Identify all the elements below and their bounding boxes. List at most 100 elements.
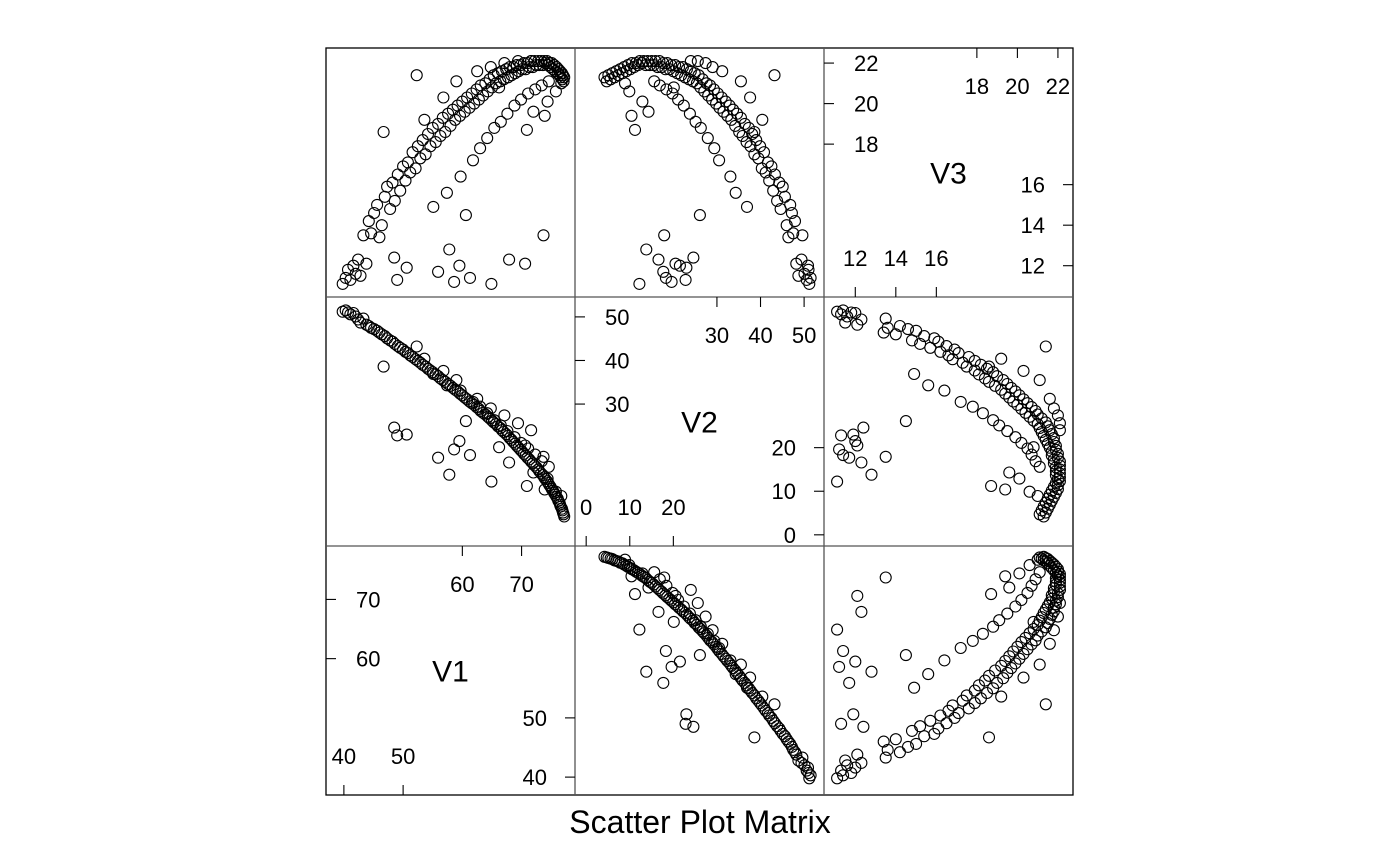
data-point <box>1051 610 1064 623</box>
data-point <box>1023 559 1036 572</box>
tick-label: 30 <box>605 392 629 417</box>
data-point <box>360 257 373 270</box>
data-point <box>1019 406 1032 419</box>
data-point <box>453 259 466 272</box>
data-point <box>792 269 805 282</box>
data-point <box>835 308 848 321</box>
data-point <box>837 449 850 462</box>
data-point <box>999 387 1012 400</box>
data-point <box>418 113 431 126</box>
tick-label: 70 <box>509 572 533 597</box>
data-point <box>729 119 742 132</box>
data-point <box>666 586 679 599</box>
data-point <box>833 660 846 673</box>
data-point <box>946 699 959 712</box>
data-point <box>659 271 672 284</box>
data-point <box>693 209 706 222</box>
data-point <box>1031 408 1044 421</box>
data-point <box>976 407 989 420</box>
data-point <box>511 417 525 430</box>
data-point <box>538 483 551 496</box>
data-point <box>849 761 862 774</box>
tick-label: 0 <box>580 495 592 520</box>
data-point <box>679 717 692 730</box>
data-point <box>889 328 902 341</box>
data-point <box>556 69 570 82</box>
data-point <box>744 671 757 684</box>
data-point <box>1051 563 1064 576</box>
tick-label: 10 <box>618 495 642 520</box>
data-point <box>347 306 360 320</box>
data-point <box>700 77 713 90</box>
data-point <box>1053 424 1066 437</box>
data-point <box>371 198 384 211</box>
data-point <box>1033 614 1046 627</box>
data-point <box>687 251 700 264</box>
data-point <box>831 772 844 785</box>
data-point <box>785 206 798 220</box>
data-point <box>673 655 686 668</box>
data-point <box>713 154 726 167</box>
data-point <box>1009 657 1022 670</box>
data-point <box>774 202 787 216</box>
data-point <box>432 451 445 464</box>
data-point <box>993 614 1006 627</box>
data-point <box>394 184 407 197</box>
data-point <box>618 553 632 566</box>
data-point <box>481 85 494 98</box>
data-point <box>648 75 661 88</box>
tick-label: 50 <box>792 323 816 348</box>
data-point <box>1015 593 1028 607</box>
data-point <box>525 55 538 68</box>
data-point <box>802 263 815 276</box>
data-point <box>995 352 1008 365</box>
data-point <box>368 206 381 220</box>
data-point <box>849 655 862 668</box>
data-point <box>1021 442 1034 455</box>
data-point <box>738 117 751 130</box>
data-point <box>1045 445 1058 458</box>
data-point <box>378 190 391 203</box>
variable-label-v1: V1 <box>432 656 469 689</box>
data-point <box>908 681 921 694</box>
data-point <box>841 310 854 323</box>
data-point <box>1013 567 1026 580</box>
data-point <box>1027 414 1040 427</box>
data-point <box>1047 624 1060 637</box>
data-point <box>529 448 542 461</box>
data-point <box>1051 409 1064 422</box>
data-point <box>1053 570 1066 583</box>
data-point <box>493 441 506 454</box>
data-point <box>501 107 514 120</box>
tick-label: 18 <box>965 74 989 99</box>
data-point <box>362 215 375 228</box>
data-point <box>458 105 471 118</box>
panel-v1-vs-v2 <box>598 550 817 785</box>
data-point <box>847 708 860 721</box>
data-point <box>401 156 414 169</box>
data-point <box>798 759 811 772</box>
data-point <box>427 200 440 213</box>
panel-v2-vs-v1 <box>336 304 571 523</box>
data-point <box>924 714 937 727</box>
data-point <box>997 374 1010 387</box>
data-point <box>899 649 912 662</box>
data-point <box>432 265 445 278</box>
tick-label: 12 <box>843 246 867 271</box>
data-point <box>336 277 349 290</box>
data-point <box>485 277 498 290</box>
data-point <box>628 123 642 136</box>
data-point <box>982 360 996 373</box>
data-point <box>938 654 951 667</box>
data-point <box>956 356 969 369</box>
data-point <box>409 162 422 175</box>
data-point <box>798 267 811 280</box>
data-point <box>691 55 704 68</box>
data-point <box>365 227 378 240</box>
data-point <box>679 273 692 286</box>
data-point <box>699 610 712 623</box>
data-point <box>734 75 747 88</box>
data-point <box>980 686 994 700</box>
data-point <box>725 113 738 126</box>
